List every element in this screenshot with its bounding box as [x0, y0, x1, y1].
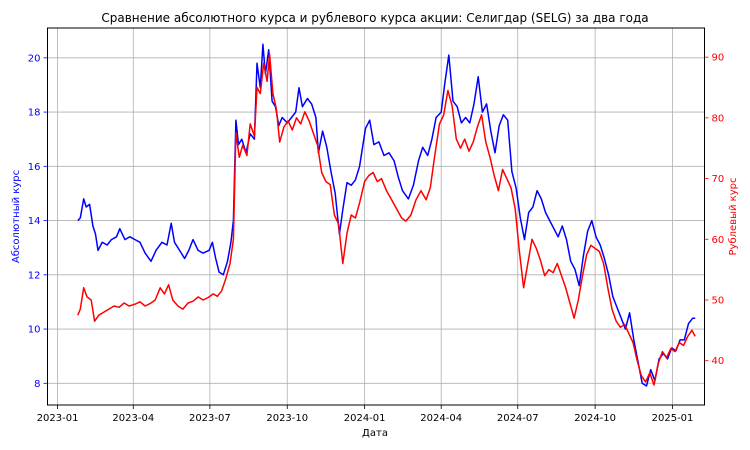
y-right-tick-label: 90 [712, 53, 725, 64]
y-left-tick-label: 20 [28, 53, 41, 64]
chart-title: Сравнение абсолютного курса и рублевого … [101, 11, 648, 25]
x-tick-label: 2023-04 [112, 413, 154, 424]
y-right-tick-label: 80 [712, 113, 725, 124]
series-line-right [77, 53, 696, 386]
x-tick-label: 2025-01 [652, 413, 694, 424]
y-left-tick-label: 10 [28, 325, 41, 336]
x-tick-label: 2024-07 [497, 413, 539, 424]
y-axis-left-label: Абсолютный курс [11, 170, 22, 263]
y-axis-right: 40 50 60 70 80 90 [704, 53, 725, 367]
y-axis-right-label: Рублевый курс [728, 178, 739, 256]
plot-frame [47, 27, 705, 406]
y-left-tick-label: 8 [34, 379, 40, 390]
x-axis-label: Дата [362, 428, 388, 439]
x-tick-label: 2023-10 [266, 413, 308, 424]
x-tick-label: 2023-07 [189, 413, 231, 424]
y-right-tick-label: 70 [712, 174, 725, 185]
series-layer [77, 43, 696, 387]
grid [47, 28, 705, 405]
y-right-tick-label: 40 [712, 356, 725, 367]
y-left-tick-label: 16 [28, 162, 41, 173]
y-left-tick-label: 18 [28, 108, 41, 119]
y-left-tick-label: 12 [28, 270, 41, 281]
x-tick-label: 2024-04 [420, 413, 462, 424]
series-line-left [77, 43, 696, 387]
x-tick-label: 2024-10 [574, 413, 616, 424]
y-left-tick-label: 14 [28, 216, 41, 227]
x-tick-label: 2023-01 [37, 413, 79, 424]
y-axis-left: 8 10 12 14 16 18 20 [28, 53, 48, 390]
y-right-tick-label: 60 [712, 235, 725, 246]
x-tick-label: 2024-01 [344, 413, 386, 424]
y-right-tick-label: 50 [712, 295, 725, 306]
x-axis: 2023-01 2023-04 2023-07 2023-10 2024-01 2024-… [37, 405, 694, 424]
